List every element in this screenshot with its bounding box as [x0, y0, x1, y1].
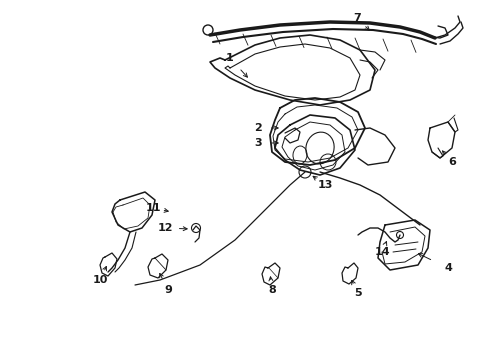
- Text: 2: 2: [254, 123, 262, 133]
- Text: 13: 13: [317, 180, 332, 190]
- Text: 3: 3: [254, 138, 261, 148]
- Text: 8: 8: [267, 285, 275, 295]
- Text: 4: 4: [443, 263, 451, 273]
- Text: 11: 11: [145, 203, 161, 213]
- Text: 10: 10: [92, 275, 107, 285]
- Text: 7: 7: [352, 13, 360, 23]
- Text: 9: 9: [164, 285, 172, 295]
- Text: 1: 1: [225, 53, 233, 63]
- Text: 12: 12: [157, 223, 172, 233]
- Text: 14: 14: [373, 247, 389, 257]
- Text: 5: 5: [353, 288, 361, 298]
- Text: 6: 6: [447, 157, 455, 167]
